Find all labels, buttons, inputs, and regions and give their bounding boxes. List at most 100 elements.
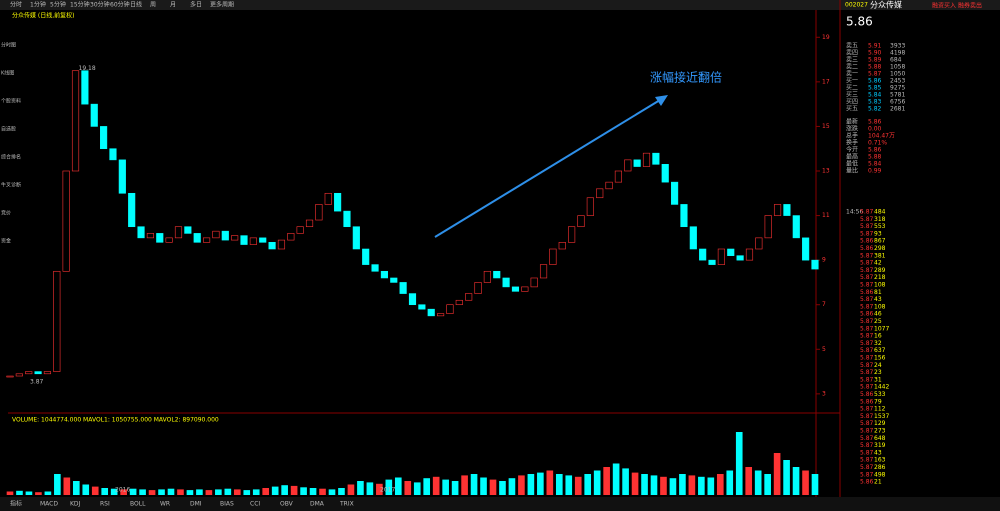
order-cell: 5.84 xyxy=(868,92,882,99)
side-tab[interactable]: 资金 xyxy=(1,238,11,245)
candle xyxy=(699,248,707,261)
candle xyxy=(249,237,257,245)
period-tab[interactable]: 30分钟 xyxy=(90,1,110,9)
candle xyxy=(727,248,735,256)
period-tab[interactable]: 月 xyxy=(170,2,176,9)
volume-bar xyxy=(698,476,705,495)
candle xyxy=(324,192,332,205)
candle xyxy=(708,259,716,265)
volume-bar xyxy=(300,487,307,495)
volume-bar xyxy=(120,489,127,495)
candle xyxy=(343,210,351,228)
volume-bar xyxy=(25,491,33,495)
indicator-tab[interactable]: DMA xyxy=(310,501,325,508)
trade-cell: 5.87 xyxy=(860,362,874,369)
order-cell: 5.88 xyxy=(868,64,882,71)
period-tab[interactable]: 更多周期 xyxy=(210,1,234,9)
trade-cell: 5.87 xyxy=(860,435,874,442)
period-tab[interactable]: 日线 xyxy=(130,1,142,9)
side-tab[interactable]: 分时图 xyxy=(1,42,16,49)
period-tab[interactable]: 15分钟 xyxy=(70,1,90,9)
side-tab[interactable]: 自选股 xyxy=(1,126,16,133)
candle xyxy=(334,192,342,212)
period-tab[interactable]: 分时 xyxy=(10,1,22,9)
indicator-tab[interactable]: OBV xyxy=(280,501,294,508)
trade-cell: 1442 xyxy=(874,384,889,391)
trade-cell: 5.87 xyxy=(860,420,874,427)
period-tab[interactable]: 周 xyxy=(150,2,156,9)
trade-cell: 5.87 xyxy=(860,355,874,362)
trade-cell: 5.87 xyxy=(860,457,874,464)
x-label: 2017 xyxy=(380,487,395,494)
order-cell: 5.90 xyxy=(868,50,882,57)
indicator-tab[interactable]: BOLL xyxy=(130,501,146,508)
period-tab[interactable]: 1分钟 xyxy=(30,1,46,9)
candle xyxy=(493,270,501,279)
indicator-tab[interactable]: DMI xyxy=(190,501,202,508)
volume-bar xyxy=(385,479,393,495)
indicator-tab[interactable]: TRIX xyxy=(339,501,354,508)
candle xyxy=(371,264,379,272)
candle xyxy=(717,248,725,265)
volume-bar xyxy=(754,470,762,495)
x-label: 2016 xyxy=(115,487,130,494)
candle xyxy=(34,371,42,375)
indicator-tab[interactable]: 指标 xyxy=(10,500,22,508)
side-tab[interactable]: K线图 xyxy=(1,70,14,77)
low-label: 3.87 xyxy=(30,379,44,386)
candle xyxy=(362,248,370,265)
candle xyxy=(437,313,445,317)
trade-button[interactable]: 融资买入 xyxy=(932,2,956,10)
trade-cell: 14:56 xyxy=(846,209,863,216)
candle xyxy=(539,264,548,279)
stat-cell: 5.84 xyxy=(868,161,882,168)
candle xyxy=(530,277,538,288)
volume-bar xyxy=(499,481,506,495)
indicator-tab[interactable]: MACD xyxy=(40,501,58,508)
period-tab[interactable]: 多日 xyxy=(190,1,202,9)
side-tab[interactable]: 个股资料 xyxy=(1,98,21,105)
candle xyxy=(193,233,201,243)
candle xyxy=(614,170,623,183)
side-tab[interactable]: 牛叉诊断 xyxy=(1,182,21,189)
volume-bar xyxy=(6,491,14,495)
candle xyxy=(736,255,744,261)
volume-bar xyxy=(281,485,288,495)
candle xyxy=(296,226,304,234)
trade-cell: 32 xyxy=(874,340,882,347)
volume-bar xyxy=(527,474,535,495)
period-tab[interactable]: 5分钟 xyxy=(50,1,66,9)
volume-bar xyxy=(72,481,80,495)
candle xyxy=(118,159,126,194)
stat-cell: 涨跌 xyxy=(846,125,858,133)
volume-bar xyxy=(641,474,648,495)
volume-bar xyxy=(574,476,582,495)
volume-bar xyxy=(177,489,184,495)
period-tab[interactable]: 60分钟 xyxy=(110,1,130,9)
indicator-tab[interactable]: CCI xyxy=(250,501,260,508)
volume-bar xyxy=(555,474,563,495)
trade-cell: 5.86 xyxy=(860,391,874,398)
volume-bar xyxy=(811,474,819,495)
side-tab[interactable]: 综合排名 xyxy=(1,154,21,161)
indicator-tab[interactable]: BIAS xyxy=(220,501,234,508)
indicator-tab[interactable]: WR xyxy=(160,501,170,508)
trade-cell: 5.87 xyxy=(860,267,874,274)
side-tab[interactable]: 竞价 xyxy=(1,210,11,217)
volume-bar xyxy=(470,474,478,495)
order-cell: 5.91 xyxy=(868,43,882,50)
stat-cell: 最新 xyxy=(846,118,858,126)
trade-cell: 112 xyxy=(874,406,886,413)
trade-cell: 648 xyxy=(874,435,886,442)
order-cell: 卖三 xyxy=(846,57,858,64)
candle xyxy=(792,215,800,239)
trade-button[interactable]: 融券卖出 xyxy=(958,2,982,10)
trade-cell: 5.87 xyxy=(860,325,874,332)
trade-cell: 129 xyxy=(874,420,886,427)
indicator-tab[interactable]: KDJ xyxy=(70,501,81,508)
candle xyxy=(521,286,529,292)
candle xyxy=(586,197,594,216)
order-cell: 9275 xyxy=(890,85,905,92)
indicator-tab[interactable]: RSI xyxy=(100,501,110,508)
